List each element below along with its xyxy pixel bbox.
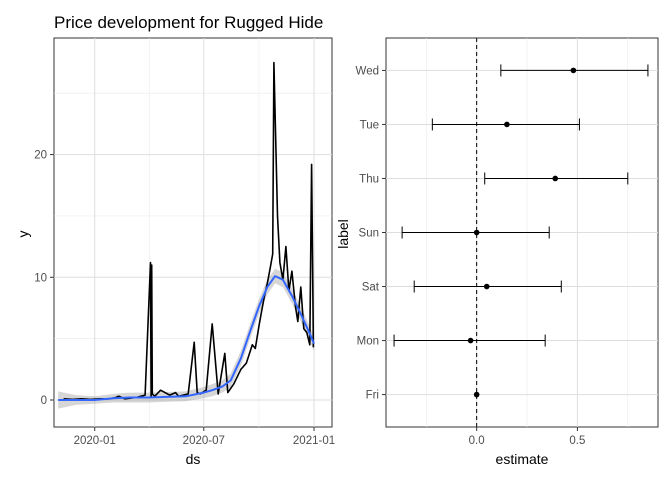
y-tick-label: 10 — [34, 272, 47, 284]
y-tick-label: Wed — [356, 65, 379, 77]
y-tick-label: Sat — [362, 282, 380, 294]
estimate-point-tue — [504, 121, 510, 128]
price-plot-area — [53, 37, 333, 428]
estimate-points — [467, 67, 577, 398]
y-tick-label: Tue — [360, 119, 379, 131]
trend-line — [58, 275, 315, 401]
x-tick-label: 2020-01 — [74, 435, 116, 447]
estimate-y-ticks: Fri Mon Sat Sun Thu Tue Wed — [356, 65, 386, 402]
x-tick-label: 2021-01 — [293, 435, 335, 447]
x-tick-label: 0.5 — [569, 435, 585, 447]
x-tick-label: 0.0 — [469, 435, 485, 447]
estimate-point-mon — [467, 337, 474, 344]
y-tick-label: Sun — [359, 228, 379, 240]
y-tick-label: 20 — [34, 150, 47, 162]
estimate-x-ticks: 0.0 0.5 — [469, 427, 585, 447]
price-x-ticks: 2020-01 2020-07 2021-01 — [74, 427, 335, 447]
estimate-y-axis-title: label — [335, 219, 351, 249]
estimate-point-sun — [473, 229, 480, 236]
price-y-ticks: 0 10 20 — [34, 150, 54, 407]
x-tick-label: 2020-07 — [183, 435, 225, 447]
estimate-point-thu — [552, 175, 559, 182]
estimate-x-axis-title: estimate — [496, 451, 549, 467]
estimate-point-sat — [483, 283, 490, 290]
price-x-axis-title: ds — [186, 451, 201, 467]
estimate-panel: Fri Mon Sat Sun Thu Tue Wed 0.0 0.5 estimate la… — [335, 37, 659, 467]
estimate-point-wed — [570, 67, 577, 74]
chart-title: Price development for Rugged Hide — [54, 13, 323, 32]
trend-series — [58, 275, 315, 401]
estimate-point-fri — [473, 391, 480, 398]
y-tick-label: 0 — [41, 395, 47, 407]
y-tick-label: Thu — [359, 173, 379, 185]
y-tick-label: Mon — [357, 336, 379, 348]
y-tick-label: Fri — [366, 390, 379, 402]
price-y-axis-title: y — [15, 231, 31, 238]
price-panel: Price development for Rugged Hide 01020 … — [15, 13, 335, 467]
